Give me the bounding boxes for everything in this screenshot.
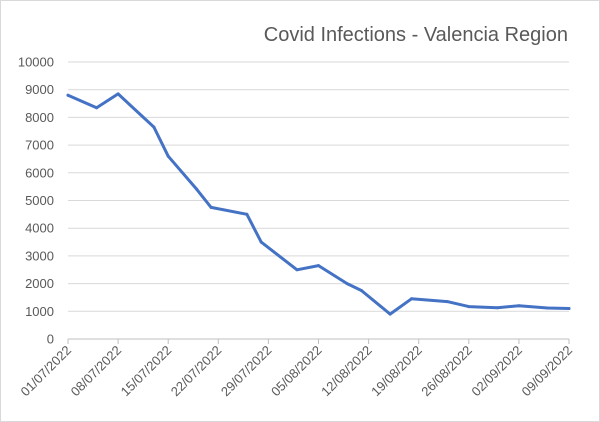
x-tick-label: 12/08/2022 <box>318 343 375 400</box>
data-point <box>567 307 571 310</box>
data-point <box>152 125 156 129</box>
data-point <box>66 93 70 97</box>
x-tick-label: 22/07/2022 <box>168 343 225 400</box>
y-tick-label: 1000 <box>25 304 54 319</box>
y-axis-tick-labels: 0 1000 2000 3000 4000 5000 6000 7000 8000 9000 100… <box>18 55 54 347</box>
data-point <box>209 205 213 209</box>
x-tick-label: 19/08/2022 <box>368 343 425 400</box>
x-tick-label: 05/08/2022 <box>268 343 325 400</box>
data-point <box>259 240 263 244</box>
y-tick-label: 5000 <box>25 193 54 208</box>
data-point <box>317 264 320 268</box>
x-axis-tick-labels: 01/07/202208/07/202215/07/202222/07/2022… <box>17 343 575 400</box>
axes <box>67 338 570 344</box>
data-point <box>195 187 199 191</box>
chart-title: Covid Infections - Valencia Region <box>264 24 568 46</box>
data-point <box>116 92 120 96</box>
y-tick-label: 10000 <box>18 55 54 70</box>
y-tick-label: 3000 <box>25 248 54 263</box>
y-tick-label: 0 <box>47 332 54 347</box>
y-tick-label: 8000 <box>25 110 54 125</box>
y-tick-label: 2000 <box>25 276 54 291</box>
x-tick-label: 09/09/2022 <box>518 343 575 400</box>
x-tick-label: 01/07/2022 <box>17 343 74 400</box>
gridlines <box>68 61 569 312</box>
x-tick-label: 29/07/2022 <box>218 343 275 400</box>
data-point <box>345 282 349 286</box>
data-point <box>95 106 99 110</box>
data-point <box>166 154 170 158</box>
series-layer <box>66 92 571 316</box>
data-point <box>359 289 363 292</box>
data-point <box>410 297 413 301</box>
data-point <box>546 306 549 310</box>
x-tick-label: 26/08/2022 <box>418 343 475 400</box>
data-point <box>517 304 521 308</box>
x-tick-label: 02/09/2022 <box>468 343 525 400</box>
x-tick-label: 08/07/2022 <box>68 343 125 400</box>
y-tick-label: 7000 <box>25 138 54 153</box>
data-point <box>295 268 299 272</box>
data-point <box>495 306 499 310</box>
data-point <box>445 300 449 304</box>
data-point <box>467 305 471 309</box>
data-point <box>388 312 392 316</box>
data-point <box>245 212 249 216</box>
y-tick-label: 9000 <box>25 82 54 97</box>
y-tick-label: 4000 <box>25 221 54 236</box>
y-tick-label: 6000 <box>25 165 54 180</box>
series-line <box>66 92 571 316</box>
x-tick-label: 15/07/2022 <box>118 343 175 400</box>
